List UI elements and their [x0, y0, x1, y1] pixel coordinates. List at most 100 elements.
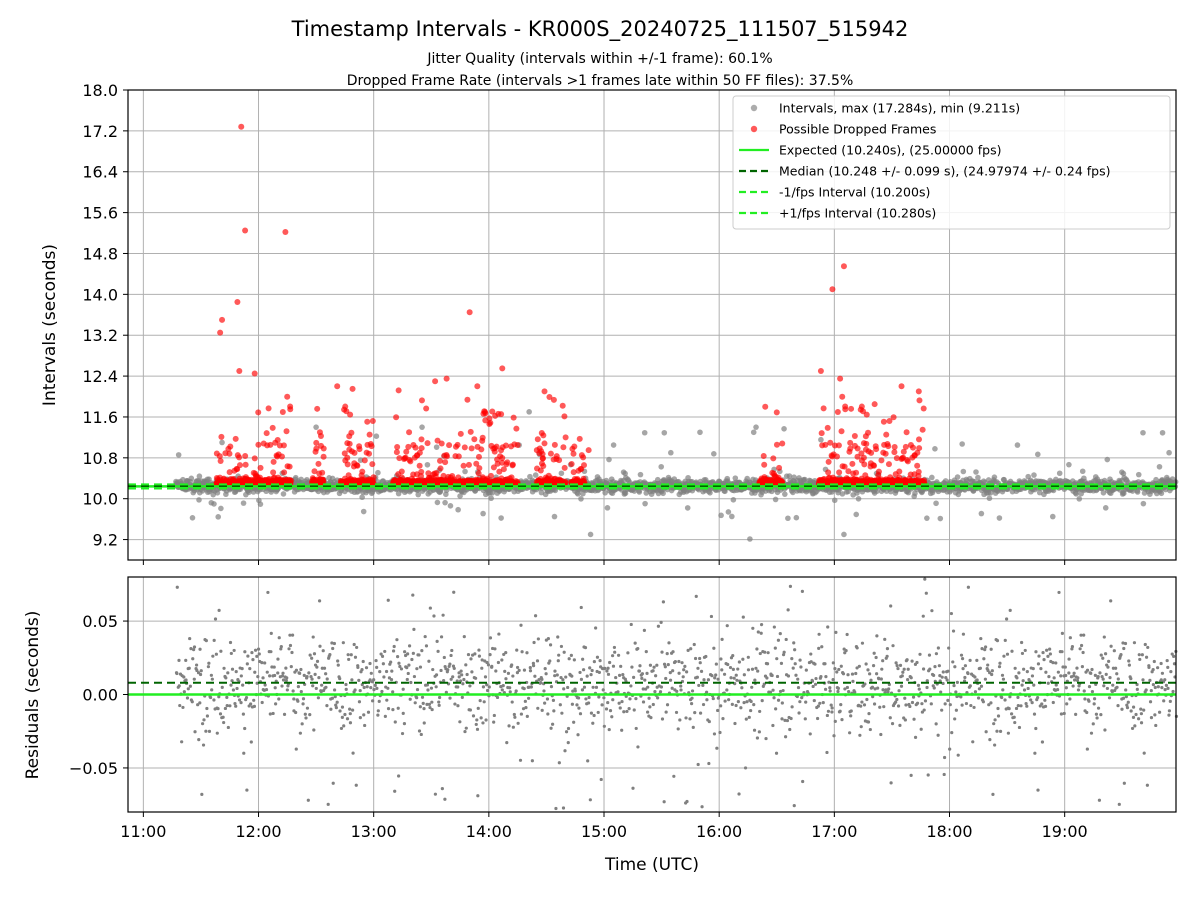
interval-point: [641, 429, 648, 436]
residual-point: [290, 633, 295, 637]
residual-point: [448, 662, 452, 666]
residual-point: [249, 702, 253, 706]
dropped-frame-point: [829, 286, 836, 293]
residual-point: [422, 721, 426, 725]
interval-point: [602, 490, 608, 496]
residual-point: [305, 706, 310, 710]
residual-point: [182, 690, 186, 694]
residual-point: [446, 668, 450, 672]
residual-point: [207, 729, 212, 733]
residual-point: [418, 665, 423, 669]
residual-point: [340, 705, 345, 709]
residual-point: [268, 674, 272, 678]
residual-point: [392, 644, 396, 649]
dropped-frame-point: [315, 460, 322, 467]
residual-point: [407, 644, 412, 648]
dropped-frame-point: [255, 409, 262, 416]
residual-point: [338, 677, 342, 681]
residual-point: [186, 687, 190, 691]
dropped-frame-point: [779, 440, 786, 447]
interval-point: [781, 426, 787, 432]
interval-point: [1158, 490, 1165, 497]
interval-point: [1079, 468, 1086, 475]
interval-point: [954, 474, 961, 480]
interval-point: [457, 493, 463, 499]
top-reference-lines: [128, 483, 1176, 490]
interval-point: [801, 476, 808, 483]
dropped-frame-point: [820, 405, 827, 412]
residual-point: [345, 717, 350, 721]
dropped-frame-point: [368, 443, 375, 450]
dropped-frame-point: [560, 444, 567, 451]
residual-point: [307, 671, 311, 675]
dropped-frame-point: [839, 393, 846, 400]
residual-point: [451, 675, 455, 679]
residual-point: [188, 636, 192, 641]
interval-point: [730, 497, 737, 503]
residual-point: [321, 649, 325, 653]
residual-point: [263, 683, 267, 687]
legend-label: Expected (10.240s), (25.00000 fps): [779, 143, 1001, 158]
residual-point: [269, 631, 273, 636]
residual-point: [305, 674, 309, 679]
dropped-frame-point: [349, 385, 356, 392]
dropped-frame-point: [319, 469, 326, 476]
dropped-frame-point: [848, 405, 855, 412]
dropped-frame-point: [474, 383, 481, 390]
residual-point: [411, 593, 415, 597]
interval-point: [937, 515, 944, 522]
dropped-frame-point: [561, 413, 568, 420]
dropped-frame-point: [218, 433, 225, 440]
residual-point: [249, 740, 253, 744]
top-gray-points: [173, 409, 1179, 542]
dropped-frame-point: [270, 458, 277, 465]
dropped-frame-point: [853, 469, 860, 476]
residual-point: [376, 713, 380, 717]
residual-point: [206, 665, 211, 669]
dropped-frame-point: [559, 402, 566, 409]
interval-point: [313, 424, 319, 430]
residual-point: [376, 709, 380, 713]
residual-point: [352, 642, 356, 647]
residual-point: [389, 678, 394, 682]
dropped-frame-point: [576, 435, 583, 442]
dropped-frame-point: [455, 453, 462, 460]
residual-point: [334, 706, 338, 710]
residual-point: [228, 704, 232, 708]
interval-point: [1073, 491, 1079, 497]
interval-point: [1100, 490, 1107, 496]
residual-point: [285, 688, 289, 692]
residual-point: [449, 653, 453, 658]
residual-point: [422, 707, 426, 711]
dropped-frame-point: [242, 453, 249, 460]
interval-point: [1036, 489, 1043, 496]
dropped-frame-point: [871, 401, 878, 408]
residual-point: [415, 667, 419, 671]
dropped-frame-point: [499, 455, 506, 462]
interval-point: [642, 500, 648, 507]
residual-point: [365, 685, 369, 689]
dropped-frame-point: [234, 299, 241, 306]
residual-point: [405, 677, 409, 682]
residual-point: [252, 698, 256, 702]
residual-point: [380, 689, 384, 694]
dropped-frame-point: [883, 431, 890, 438]
residual-point: [175, 585, 179, 589]
residual-point: [251, 658, 255, 662]
dropped-frame-point: [468, 445, 475, 452]
residual-point: [450, 648, 454, 653]
residual-point: [266, 590, 270, 595]
dropped-frame-point: [232, 435, 239, 442]
residual-point: [368, 661, 372, 666]
interval-point: [558, 470, 565, 477]
interval-point: [747, 536, 753, 542]
dropped-frame-point: [825, 469, 832, 476]
residual-point: [386, 686, 390, 690]
residual-point: [252, 704, 257, 708]
dropped-frame-point: [562, 434, 569, 441]
dropped-frame-point: [320, 453, 327, 460]
dropped-frame-point: [369, 417, 376, 424]
dropped-frame-point: [347, 411, 354, 418]
top-y-axis-label: Intervals (seconds): [40, 244, 60, 406]
